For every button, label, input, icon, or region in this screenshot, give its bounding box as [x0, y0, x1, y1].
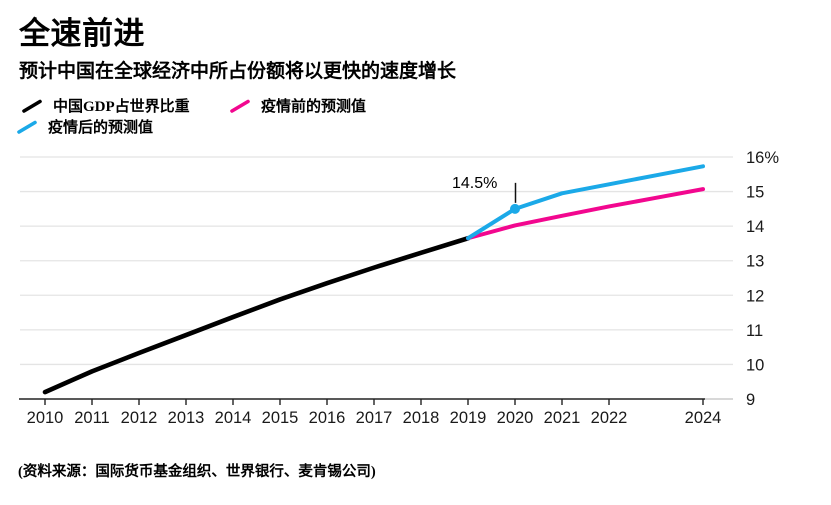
y-tick-label: 16% — [746, 149, 779, 167]
series-line-1 — [466, 187, 705, 241]
legend-item-post-pandemic-forecast: 疫情后的预测值 — [15, 116, 153, 137]
x-tick-label: 2018 — [403, 409, 440, 427]
x-tick-label: 2024 — [685, 409, 722, 427]
legend-item-gdp-share: 中国GDP占世界比重 — [20, 95, 190, 116]
x-tick-label: 2015 — [262, 409, 299, 427]
annotation-label: 14.5% — [452, 175, 498, 192]
y-tick-label: 11 — [746, 322, 763, 340]
x-tick-label: 2019 — [450, 409, 487, 427]
y-tick-label: 12 — [746, 287, 764, 305]
chart-subtitle: 预计中国在全球经济中所占份额将以更快的速度增长 — [19, 61, 457, 82]
y-tick-label: 15 — [746, 184, 764, 202]
series-line-2 — [466, 164, 705, 241]
legend-label-post-pandemic-forecast: 疫情后的预测值 — [48, 120, 154, 136]
y-tick-label: 10 — [746, 356, 764, 374]
source-note: (资料来源：国际货币基金组织、世界银行、麦肯锡公司) — [18, 464, 376, 480]
x-tick-label: 2012 — [121, 409, 158, 427]
y-tick-label: 14 — [746, 218, 764, 236]
x-tick-label: 2010 — [27, 409, 64, 427]
series-line-0 — [42, 235, 471, 395]
x-tick-label: 2020 — [497, 409, 534, 427]
x-tick-label: 2021 — [544, 409, 581, 427]
x-tick-label: 2017 — [356, 409, 393, 427]
legend-swatch-blue-line-icon — [17, 120, 37, 134]
legend-item-pre-pandemic-forecast: 疫情前的预测值 — [228, 95, 366, 116]
legend-label-gdp-share: 中国GDP占世界比重 — [53, 99, 190, 115]
legend-label-pre-pandemic-forecast: 疫情前的预测值 — [261, 99, 367, 115]
chart-title: 全速前进 — [19, 16, 145, 51]
x-tick-label: 2013 — [168, 409, 205, 427]
y-tick-label: 13 — [746, 253, 764, 271]
x-tick-label: 2022 — [591, 409, 628, 427]
legend-swatch-black-line-icon — [22, 99, 42, 113]
series-marker-dot — [510, 203, 520, 214]
x-tick-label: 2016 — [309, 409, 346, 427]
x-tick-label: 2011 — [74, 409, 109, 427]
x-tick-label: 2014 — [215, 409, 252, 427]
legend-swatch-pink-line-icon — [230, 99, 250, 113]
y-tick-label: 9 — [746, 391, 755, 409]
